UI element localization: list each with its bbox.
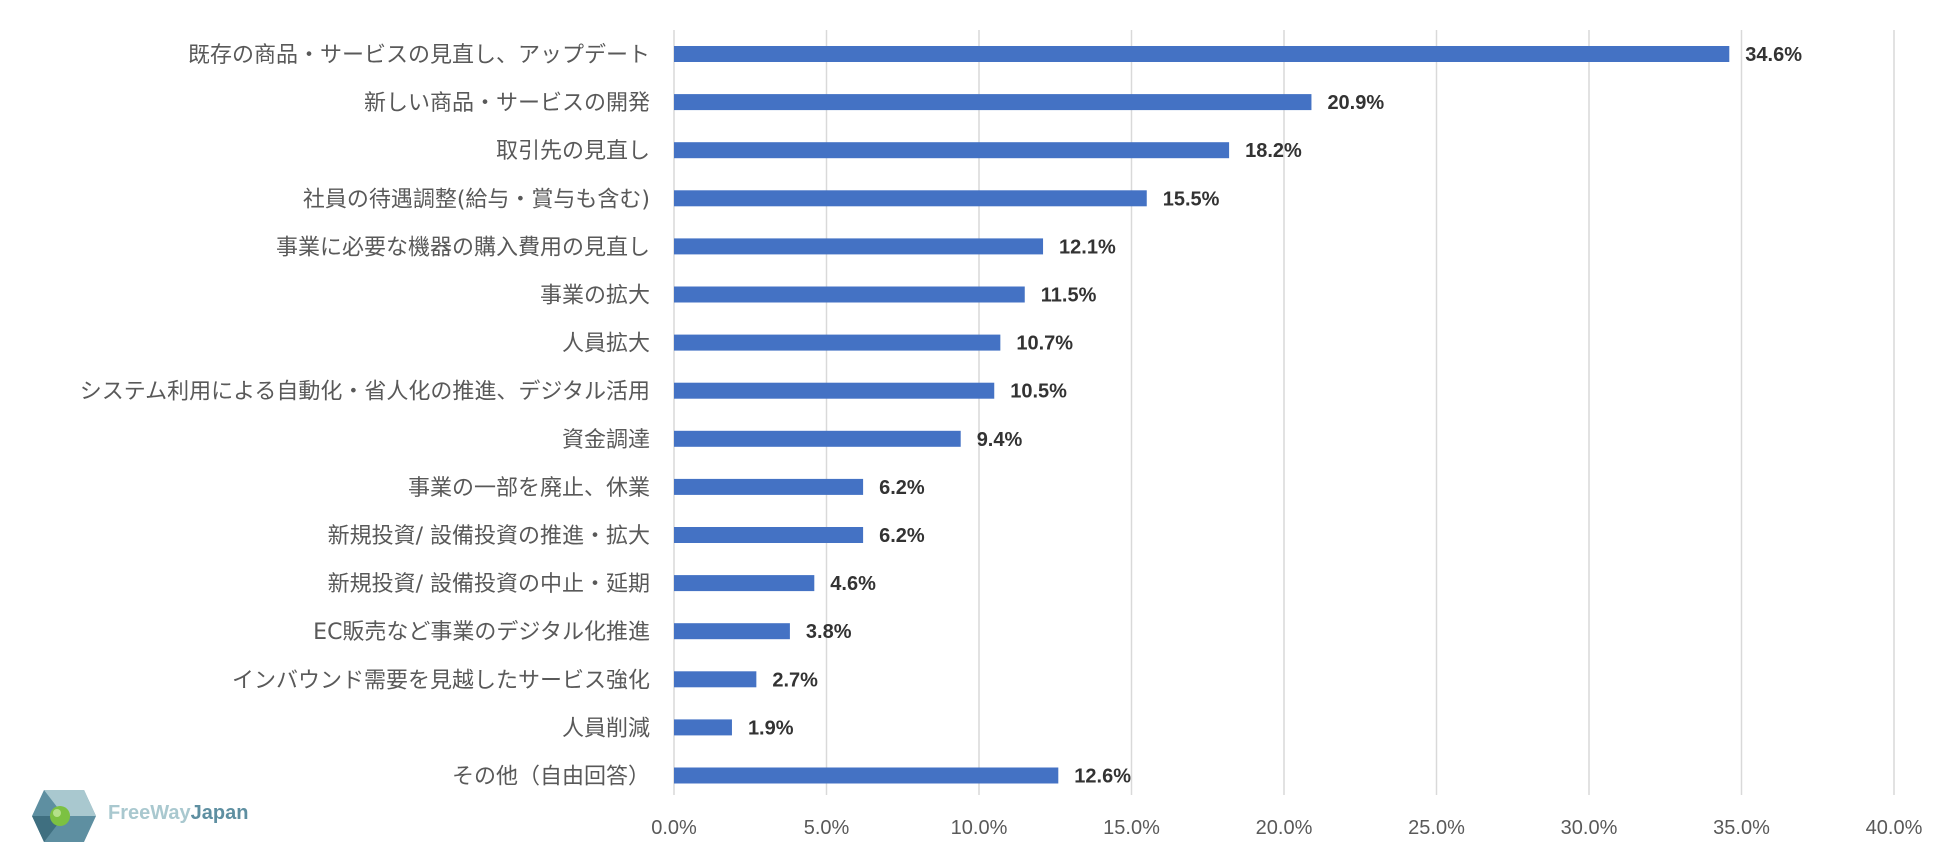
bar-13 — [674, 671, 757, 688]
value-label-3: 15.5% — [1163, 188, 1220, 210]
category-label-2: 取引先の見直し — [496, 139, 650, 164]
value-label-0: 34.6% — [1745, 44, 1802, 66]
x-tick-label-6: 30.0% — [1561, 817, 1618, 839]
value-label-2: 18.2% — [1245, 140, 1302, 162]
x-tick-label-0: 0.0% — [651, 817, 697, 839]
value-label-13: 2.7% — [772, 669, 818, 691]
category-label-14: 人員削減 — [562, 716, 650, 741]
x-tick-label-4: 20.0% — [1256, 817, 1313, 839]
bar-2 — [674, 142, 1230, 159]
value-labels: 34.6% 20.9% 18.2% 15.5% 12.1% 11.5% 10.7% 10.5%… — [748, 44, 1802, 788]
bar-14 — [674, 719, 732, 736]
category-label-12: EC販売など事業のデジタル化推進 — [313, 620, 650, 645]
value-label-7: 10.5% — [1010, 381, 1067, 403]
x-tick-label-5: 25.0% — [1408, 817, 1465, 839]
bar-8 — [674, 430, 961, 447]
value-label-14: 1.9% — [748, 717, 794, 739]
category-labels: 既存の商品・サービスの見直し、アップデート新しい商品・サービスの開発取引先の見直… — [80, 43, 650, 790]
category-label-9: 事業の一部を廃止、休業 — [408, 476, 650, 501]
value-label-8: 9.4% — [977, 429, 1023, 451]
bar-11 — [674, 575, 815, 592]
category-label-8: 資金調達 — [562, 428, 650, 453]
x-tick-label-3: 15.0% — [1103, 817, 1160, 839]
bar-0 — [674, 46, 1730, 62]
category-label-1: 新しい商品・サービスの開発 — [364, 91, 650, 116]
bar-3 — [674, 190, 1147, 207]
bar-6 — [674, 334, 1001, 351]
bar-10 — [674, 527, 864, 543]
value-label-9: 6.2% — [879, 477, 925, 499]
value-label-5: 11.5% — [1041, 285, 1097, 307]
bar-5 — [674, 286, 1025, 303]
value-label-11: 4.6% — [830, 573, 876, 595]
category-label-11: 新規投資/ 設備投資の中止・延期 — [328, 572, 650, 597]
value-label-4: 12.1% — [1059, 236, 1116, 258]
category-label-3: 社員の待遇調整(給与・賞与も含む) — [303, 187, 650, 212]
x-tick-label-7: 35.0% — [1713, 817, 1770, 839]
category-label-13: インバウンド需要を見越したサービス強化 — [232, 668, 650, 693]
x-tick-label-1: 5.0% — [804, 817, 850, 839]
x-tick-label-2: 10.0% — [951, 817, 1008, 839]
bar-9 — [674, 478, 864, 495]
value-label-6: 10.7% — [1016, 333, 1073, 355]
bar-4 — [674, 238, 1044, 255]
category-label-4: 事業に必要な機器の購入費用の見直し — [276, 235, 650, 260]
value-label-10: 6.2% — [879, 525, 925, 547]
category-label-6: 人員拡大 — [562, 332, 650, 357]
value-label-12: 3.8% — [806, 621, 852, 643]
bars — [674, 46, 1730, 784]
logo-mark-icon — [32, 790, 96, 842]
bar-1 — [674, 94, 1312, 111]
category-label-5: 事業の拡大 — [540, 284, 650, 309]
bar-7 — [674, 382, 995, 399]
bar-12 — [674, 623, 790, 640]
freewayjapan-logo: FreeWayJapan — [32, 788, 272, 848]
bar-15 — [674, 767, 1059, 784]
logo-text-freeway: FreeWay — [108, 802, 191, 824]
category-label-10: 新規投資/ 設備投資の推進・拡大 — [328, 524, 650, 549]
category-label-7: システム利用による自動化・省人化の推進、デジタル活用 — [80, 380, 650, 405]
logo-text-japan: Japan — [190, 802, 249, 824]
value-label-15: 12.6% — [1074, 766, 1131, 788]
x-tick-label-8: 40.0% — [1866, 817, 1923, 839]
x-axis-tick-labels: 0.0% 5.0% 10.0% 15.0% 20.0% 25.0% 30.0% 35.0% 40… — [651, 817, 1922, 839]
value-label-1: 20.9% — [1327, 92, 1384, 114]
category-label-15: その他（自由回答） — [452, 765, 650, 790]
category-label-0: 既存の商品・サービスの見直し、アップデート — [188, 43, 650, 68]
logo-wordmark: FreeWayJapan — [108, 802, 248, 825]
